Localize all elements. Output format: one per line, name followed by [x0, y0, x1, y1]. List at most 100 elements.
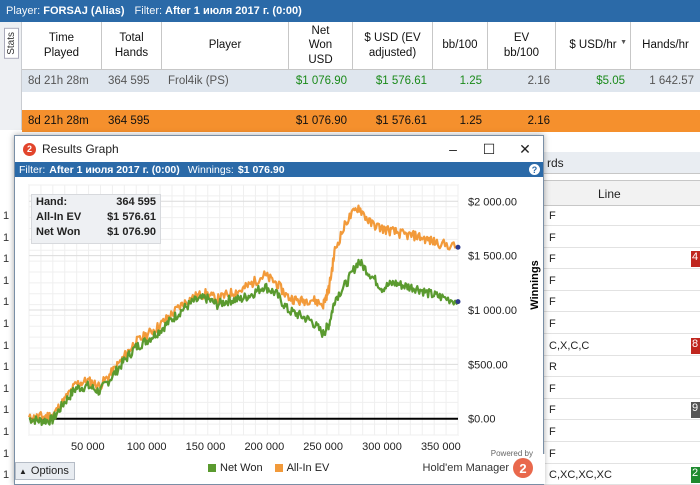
x-tick-label: 350 000 — [421, 441, 461, 453]
row-marker: 1 — [3, 447, 10, 460]
row-marker: 1 — [3, 210, 10, 222]
col-usd-hr[interactable]: $ USD/hr ▼ — [556, 22, 631, 69]
stats-grid: Time Played Total Hands Player Net Won U… — [22, 22, 700, 132]
table-row[interactable]: 8d 21h 28m 364 595 Frol4ik (PS) $1 076.9… — [22, 70, 700, 92]
list-item[interactable]: F — [544, 292, 700, 313]
col-usd-hr-label: $ USD/hr — [569, 39, 617, 52]
y-tick-label: $0.00 — [468, 414, 496, 426]
x-tick-label: 200 000 — [244, 441, 284, 453]
line-value: F — [549, 382, 556, 395]
sum-time: 8d 21h 28m — [28, 115, 89, 127]
line-header[interactable]: Line — [544, 180, 700, 206]
stats-side-tab[interactable]: Stats — [0, 22, 22, 130]
filter-value[interactable]: After 1 июля 2017 г. (0:00) — [165, 5, 302, 17]
list-item[interactable]: F — [544, 314, 700, 334]
legend-swatch-allinev — [274, 464, 283, 472]
series-end-marker — [455, 244, 461, 250]
info-row-netwon: Net Won $1 076.90 — [32, 225, 160, 240]
list-item[interactable]: F — [544, 444, 700, 464]
info-netwon-label: Net Won — [36, 226, 81, 238]
line-value: C,X,C,C — [549, 339, 590, 352]
series-end-marker — [455, 299, 461, 305]
cell-time: 8d 21h 28m — [28, 75, 89, 87]
col-usd-ev[interactable]: $ USD (EV adjusted) — [353, 22, 433, 69]
stats-tab-label[interactable]: Stats — [4, 28, 19, 59]
window-titlebar[interactable]: 2 Results Graph – ☐ ✕ — [15, 136, 543, 162]
list-item[interactable]: R — [544, 357, 700, 378]
y-tick-label: $500.00 — [468, 359, 508, 371]
col-net-won[interactable]: Net Won USD — [289, 22, 353, 69]
score-badge: 9 — [691, 402, 700, 419]
row-marker: 1 — [3, 253, 10, 266]
info-ev-value: $1 576.61 — [107, 211, 156, 223]
y-tick-label: $1 000.00 — [468, 305, 517, 317]
col-total-hands[interactable]: Total Hands — [102, 22, 162, 69]
list-item[interactable]: F — [544, 271, 700, 291]
y-tick-label: $2 000.00 — [468, 196, 517, 208]
cell-net-won: $1 076.90 — [295, 75, 347, 87]
sum-hands: 364 595 — [108, 115, 150, 127]
list-item[interactable]: F — [544, 206, 700, 226]
cell-bb100: 1.25 — [459, 75, 482, 87]
line-value: F — [549, 318, 556, 330]
help-icon[interactable]: ? — [529, 164, 540, 175]
col-ev-bb100[interactable]: EV bb/100 — [488, 22, 556, 69]
line-header-label: Line — [598, 187, 621, 201]
options-button[interactable]: ▲ Options — [15, 462, 75, 480]
cell-ev-bb100: 2.16 — [527, 75, 550, 87]
line-value: F — [549, 426, 556, 438]
line-value: F — [549, 253, 556, 266]
window-title: Results Graph — [42, 142, 119, 156]
powered-by: Powered by Hold'em Manager 2 — [423, 449, 533, 478]
cell-hands: 364 595 — [108, 75, 150, 87]
summary-row: 8d 21h 28m 364 595 $1 076.90 $1 576.61 1… — [22, 110, 700, 132]
tab-records[interactable]: rds — [544, 152, 700, 174]
sum-bb100: 1.25 — [459, 115, 482, 127]
grid-header: Time Played Total Hands Player Net Won U… — [22, 22, 700, 70]
col-hands-hr[interactable]: Hands/hr — [642, 39, 689, 52]
cell-hands-hr: 1 642.57 — [649, 75, 694, 87]
x-tick-label: 150 000 — [186, 441, 226, 453]
graph-filter-label: Filter: — [19, 163, 46, 176]
maximize-icon[interactable]: ☐ — [482, 140, 496, 157]
list-item[interactable]: C,XC,XC,XC 2 — [544, 465, 700, 485]
line-value: F — [549, 210, 556, 222]
player-name[interactable]: FORSAJ (Alias) — [43, 5, 125, 17]
row-marker: 1 — [3, 231, 10, 244]
row-marker: 1 — [3, 296, 10, 309]
graph-filter-value[interactable]: After 1 июля 2017 г. (0:00) — [49, 163, 180, 176]
sum-net-won: $1 076.90 — [295, 115, 347, 127]
list-item[interactable]: F — [544, 228, 700, 248]
sum-ev-bb100: 2.16 — [527, 115, 550, 127]
minimize-icon[interactable]: – — [449, 140, 457, 157]
row-marker: 1 — [3, 274, 10, 287]
row-marker: 1 — [3, 426, 10, 438]
score-badge: 8 — [691, 337, 700, 354]
cell-usd-ev: $1 576.61 — [375, 75, 427, 87]
dialog-footer: ▲ Options Net Won All-In EV Powered by H… — [15, 449, 545, 484]
legend-item-netwon: Net Won — [208, 462, 263, 474]
close-icon[interactable]: ✕ — [519, 140, 531, 157]
list-item[interactable]: F — [544, 379, 700, 399]
list-item[interactable]: F — [544, 422, 700, 442]
player-label: Player: — [6, 5, 41, 17]
row-marker: 1 — [3, 361, 10, 374]
row-marker: 1 — [3, 382, 10, 395]
line-value: F — [549, 274, 556, 287]
col-bb100[interactable]: bb/100 — [433, 22, 488, 69]
col-player[interactable]: Player — [162, 22, 289, 69]
line-value: F — [549, 231, 556, 244]
line-value: F — [549, 296, 556, 309]
col-time-played[interactable]: Time Played — [22, 22, 102, 69]
cell-usd-hr: $5.05 — [596, 75, 625, 87]
sum-usd-ev: $1 576.61 — [375, 115, 427, 127]
info-row-ev: All-In EV $1 576.61 — [32, 210, 160, 225]
list-item[interactable]: C,X,C,C 8 — [544, 336, 700, 356]
info-hand-label: Hand: — [36, 196, 68, 208]
options-label: Options — [30, 465, 69, 477]
powered-by-label: Powered by — [490, 449, 533, 458]
info-row-hand: Hand: 364 595 — [32, 195, 160, 210]
x-tick-label: 300 000 — [362, 441, 402, 453]
